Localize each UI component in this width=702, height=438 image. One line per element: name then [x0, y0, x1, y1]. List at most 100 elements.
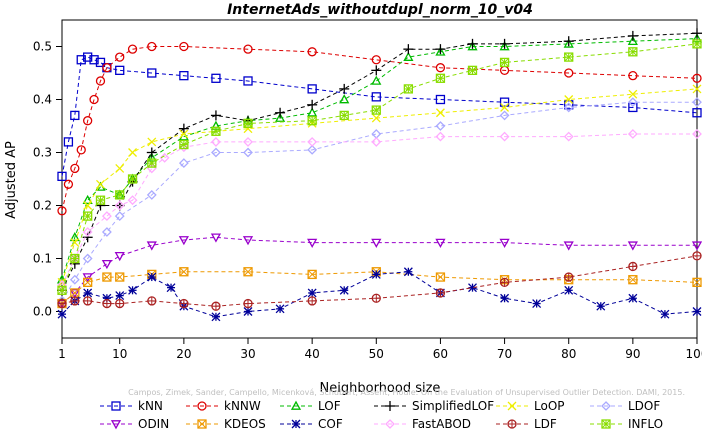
- x-tick-label: 20: [176, 347, 191, 361]
- marker: [83, 116, 93, 126]
- series-line: [61, 101, 697, 302]
- y-tick-label: 0.5: [33, 40, 52, 54]
- legend-item-inflo: INFLO: [590, 417, 663, 431]
- marker: [307, 270, 317, 279]
- marker: [101, 211, 112, 222]
- marker: [197, 401, 207, 411]
- marker: [114, 200, 125, 211]
- marker: [69, 231, 80, 242]
- marker: [435, 131, 446, 142]
- marker: [371, 269, 381, 279]
- legend-item-knnw: kNNW: [186, 399, 261, 413]
- marker: [436, 272, 445, 282]
- legend-item-ldof: LDOF: [590, 399, 660, 413]
- series-line: [61, 46, 698, 211]
- marker: [564, 68, 574, 78]
- marker: [339, 94, 350, 104]
- series-line: [61, 133, 697, 286]
- marker: [499, 131, 510, 142]
- marker: [211, 312, 221, 322]
- marker: [628, 89, 638, 99]
- legend-label: KDEOS: [224, 417, 266, 431]
- marker: [691, 241, 702, 251]
- y-tick-label: 0.2: [33, 199, 52, 213]
- marker: [499, 238, 510, 248]
- marker: [102, 272, 112, 282]
- marker: [111, 401, 121, 411]
- marker: [115, 52, 125, 62]
- marker: [76, 145, 86, 155]
- marker: [57, 309, 67, 319]
- marker: [403, 51, 414, 61]
- series-knnw: [57, 41, 702, 216]
- marker: [275, 304, 285, 314]
- marker: [627, 35, 638, 46]
- marker: [63, 137, 74, 147]
- marker: [115, 65, 125, 75]
- series-line: [61, 38, 698, 280]
- legend-label: LOF: [318, 399, 341, 413]
- marker: [82, 194, 93, 205]
- marker: [435, 46, 446, 56]
- marker: [115, 272, 125, 282]
- marker: [627, 97, 638, 108]
- y-tick-label: 0.4: [33, 93, 52, 107]
- legend-label: INFLO: [628, 417, 663, 431]
- marker: [467, 41, 478, 51]
- marker: [82, 227, 93, 237]
- marker: [127, 195, 138, 206]
- marker: [146, 189, 157, 200]
- marker: [692, 277, 702, 287]
- series-line: [61, 271, 698, 318]
- marker: [243, 267, 253, 277]
- legend-label: FastABOD: [412, 417, 471, 431]
- marker: [435, 272, 446, 282]
- marker: [385, 419, 395, 429]
- series-line: [61, 32, 698, 291]
- series-fastabod: [57, 129, 702, 290]
- marker: [371, 238, 382, 248]
- marker: [307, 238, 318, 248]
- marker: [179, 129, 189, 139]
- y-tick-label: 0.0: [33, 305, 52, 319]
- marker: [243, 76, 253, 86]
- marker: [563, 131, 574, 142]
- series-line: [61, 88, 698, 283]
- marker: [371, 92, 381, 102]
- series-ldf: [57, 251, 702, 311]
- marker: [146, 241, 157, 251]
- marker: [371, 136, 382, 147]
- marker: [628, 102, 638, 113]
- marker: [70, 288, 80, 298]
- marker: [692, 73, 702, 83]
- legend-label: kNN: [138, 399, 163, 413]
- marker: [128, 148, 138, 157]
- marker: [83, 52, 93, 62]
- x-tick-label: 10: [112, 347, 127, 361]
- marker: [70, 238, 80, 248]
- legend-item-fastabod: FastABOD: [374, 417, 471, 431]
- legend-label: LDF: [534, 417, 557, 431]
- series-line: [61, 43, 698, 291]
- marker: [178, 236, 189, 246]
- marker: [499, 41, 510, 51]
- marker: [507, 401, 517, 411]
- marker: [128, 285, 138, 295]
- marker: [89, 94, 99, 105]
- marker: [274, 112, 286, 122]
- marker: [627, 241, 638, 251]
- marker: [468, 283, 477, 293]
- marker: [82, 273, 93, 283]
- marker: [403, 267, 413, 277]
- marker: [601, 401, 611, 411]
- marker: [435, 108, 445, 118]
- marker: [211, 147, 221, 158]
- marker: [628, 275, 638, 285]
- marker: [83, 277, 93, 287]
- marker: [197, 419, 207, 429]
- marker: [435, 238, 446, 248]
- marker: [499, 110, 510, 121]
- marker: [307, 144, 318, 155]
- marker: [339, 285, 349, 295]
